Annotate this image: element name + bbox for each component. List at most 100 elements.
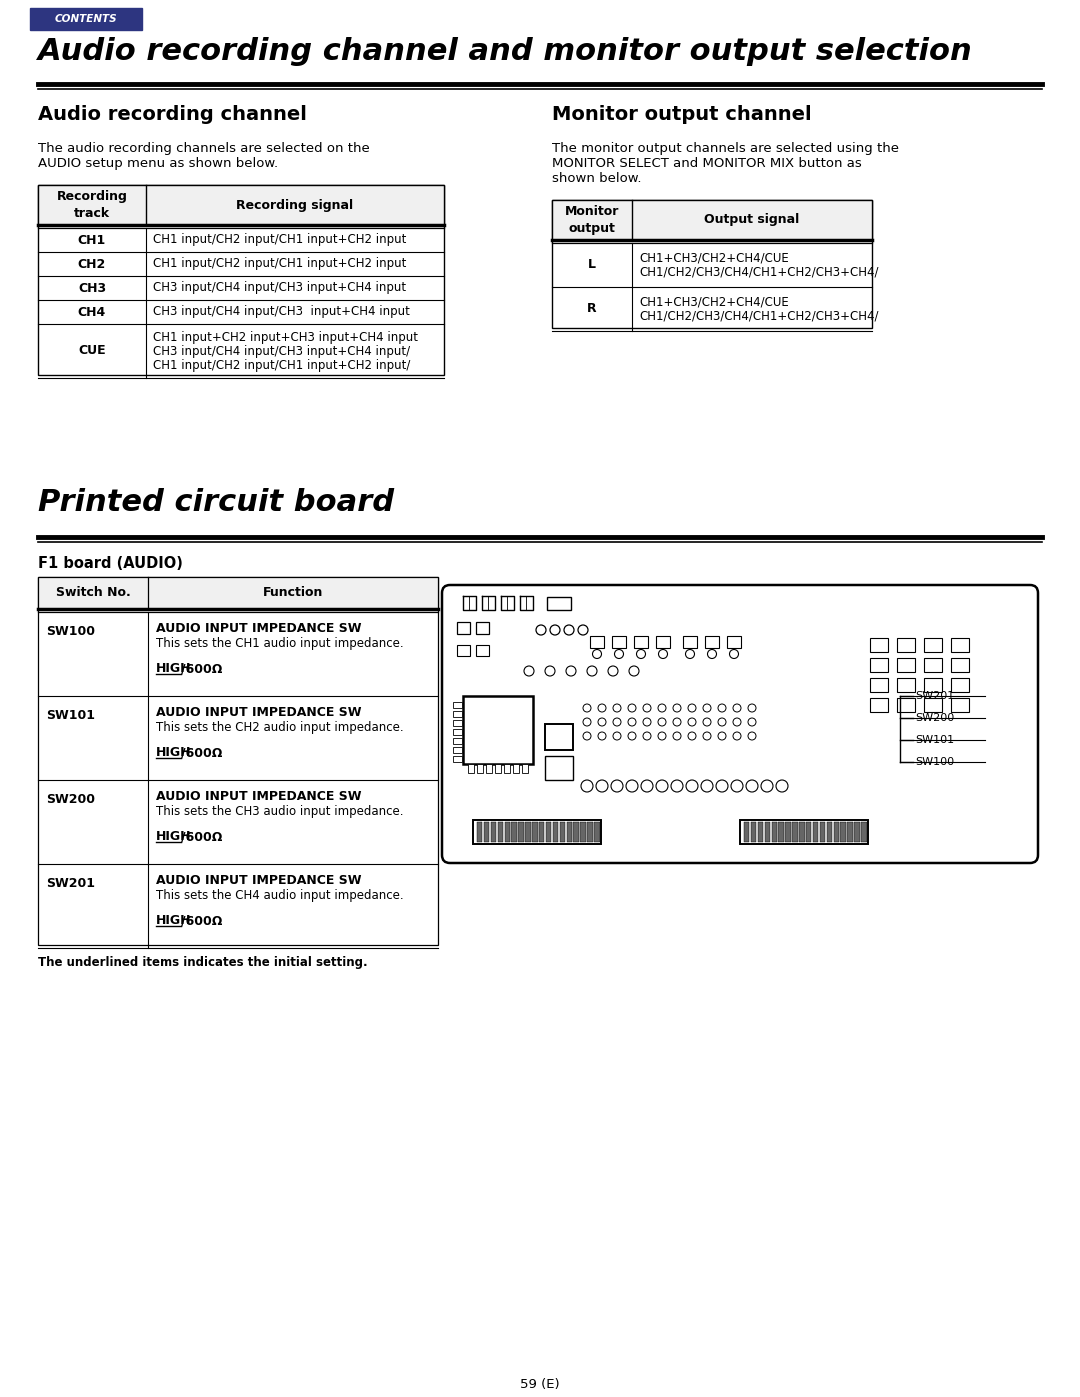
Text: The audio recording channels are selected on the: The audio recording channels are selecte… xyxy=(38,142,369,155)
Bar xyxy=(594,821,599,842)
Bar xyxy=(30,8,141,29)
Bar xyxy=(38,577,438,944)
Text: CH1/CH2/CH3/CH4/CH1+CH2/CH3+CH4/: CH1/CH2/CH3/CH4/CH1+CH2/CH3+CH4/ xyxy=(639,265,878,278)
Bar xyxy=(38,577,438,609)
Bar xyxy=(518,821,524,842)
Bar xyxy=(453,747,462,753)
Text: Audio recording channel: Audio recording channel xyxy=(38,105,307,124)
Text: The monitor output channels are selected using the: The monitor output channels are selected… xyxy=(552,142,899,155)
Bar xyxy=(38,184,444,374)
Bar xyxy=(590,636,604,648)
Bar xyxy=(740,820,868,844)
Text: CH3: CH3 xyxy=(78,282,106,295)
Bar xyxy=(924,678,942,692)
Text: Monitor output channel: Monitor output channel xyxy=(552,105,812,124)
Bar xyxy=(705,636,719,648)
Bar xyxy=(559,821,565,842)
Bar xyxy=(453,729,462,735)
Text: This sets the CH2 audio input impedance.: This sets the CH2 audio input impedance. xyxy=(156,721,404,733)
Bar xyxy=(779,821,784,842)
Bar xyxy=(553,821,558,842)
Bar xyxy=(532,821,538,842)
Text: 59 (E): 59 (E) xyxy=(521,1377,559,1391)
Bar xyxy=(840,821,846,842)
Text: /600Ω: /600Ω xyxy=(181,914,222,928)
Bar xyxy=(785,821,791,842)
Text: Function: Function xyxy=(262,587,323,599)
Bar xyxy=(771,821,777,842)
Bar xyxy=(539,821,544,842)
Bar xyxy=(924,638,942,652)
Text: AUDIO INPUT IMPEDANCE SW: AUDIO INPUT IMPEDANCE SW xyxy=(156,705,362,719)
Text: CH1: CH1 xyxy=(78,233,106,246)
Bar xyxy=(504,764,510,773)
Bar xyxy=(473,820,600,844)
Bar xyxy=(468,764,474,773)
Text: CH1 input+CH2 input+CH3 input+CH4 input: CH1 input+CH2 input+CH3 input+CH4 input xyxy=(153,331,418,344)
Text: SW101: SW101 xyxy=(46,710,95,722)
Text: Printed circuit board: Printed circuit board xyxy=(38,488,394,517)
Bar xyxy=(453,738,462,745)
Text: Output signal: Output signal xyxy=(704,214,799,226)
Bar xyxy=(834,821,839,842)
Bar xyxy=(634,636,648,648)
Text: /600Ω: /600Ω xyxy=(181,746,222,759)
Bar xyxy=(486,764,492,773)
Bar xyxy=(727,636,741,648)
Text: Monitor
output: Monitor output xyxy=(565,205,619,235)
Bar xyxy=(545,756,573,780)
Text: MONITOR SELECT and MONITOR MIX button as: MONITOR SELECT and MONITOR MIX button as xyxy=(552,156,862,170)
Bar xyxy=(453,703,462,708)
Bar xyxy=(820,821,825,842)
Text: HIGH: HIGH xyxy=(156,914,191,928)
Bar xyxy=(513,764,519,773)
Bar xyxy=(924,658,942,672)
Bar xyxy=(813,821,819,842)
Text: CH3 input/CH4 input/CH3 input+CH4 input/: CH3 input/CH4 input/CH3 input+CH4 input/ xyxy=(153,345,410,358)
Bar xyxy=(567,821,572,842)
Bar xyxy=(897,658,915,672)
Text: CH1+CH3/CH2+CH4/CUE: CH1+CH3/CH2+CH4/CUE xyxy=(639,296,788,309)
Bar xyxy=(897,698,915,712)
Bar xyxy=(826,821,833,842)
Text: SW201: SW201 xyxy=(915,692,955,701)
Bar xyxy=(453,756,462,761)
Text: AUDIO INPUT IMPEDANCE SW: AUDIO INPUT IMPEDANCE SW xyxy=(156,622,362,636)
Bar xyxy=(504,821,510,842)
Text: SW200: SW200 xyxy=(915,712,955,724)
Bar xyxy=(476,622,489,634)
Text: Recording
track: Recording track xyxy=(56,190,127,219)
Bar xyxy=(951,698,969,712)
Text: CH1 input/CH2 input/CH1 input+CH2 input/: CH1 input/CH2 input/CH1 input+CH2 input/ xyxy=(153,359,410,372)
Bar xyxy=(951,678,969,692)
Text: Recording signal: Recording signal xyxy=(237,198,353,211)
Bar xyxy=(744,821,750,842)
Text: HIGH: HIGH xyxy=(156,746,191,759)
Bar xyxy=(552,200,872,328)
Bar xyxy=(806,821,811,842)
Bar xyxy=(545,724,573,750)
Bar xyxy=(484,821,489,842)
Text: SW101: SW101 xyxy=(915,735,954,745)
Text: /600Ω: /600Ω xyxy=(181,662,222,675)
Bar xyxy=(498,821,503,842)
Text: L: L xyxy=(588,258,596,271)
Bar xyxy=(573,821,579,842)
Bar xyxy=(765,821,770,842)
Bar xyxy=(525,821,530,842)
Text: /600Ω: /600Ω xyxy=(181,830,222,842)
Text: This sets the CH3 audio input impedance.: This sets the CH3 audio input impedance. xyxy=(156,805,404,819)
Text: shown below.: shown below. xyxy=(552,172,642,184)
Bar xyxy=(924,698,942,712)
Bar xyxy=(477,821,483,842)
Text: CH4: CH4 xyxy=(78,306,106,319)
Bar xyxy=(453,711,462,717)
Text: Switch No.: Switch No. xyxy=(56,587,131,599)
Bar xyxy=(463,696,534,764)
Bar xyxy=(870,678,888,692)
FancyBboxPatch shape xyxy=(442,585,1038,863)
Text: R: R xyxy=(588,303,597,316)
Bar xyxy=(751,821,756,842)
Text: CH1/CH2/CH3/CH4/CH1+CH2/CH3+CH4/: CH1/CH2/CH3/CH4/CH1+CH2/CH3+CH4/ xyxy=(639,310,878,323)
Bar xyxy=(861,821,866,842)
